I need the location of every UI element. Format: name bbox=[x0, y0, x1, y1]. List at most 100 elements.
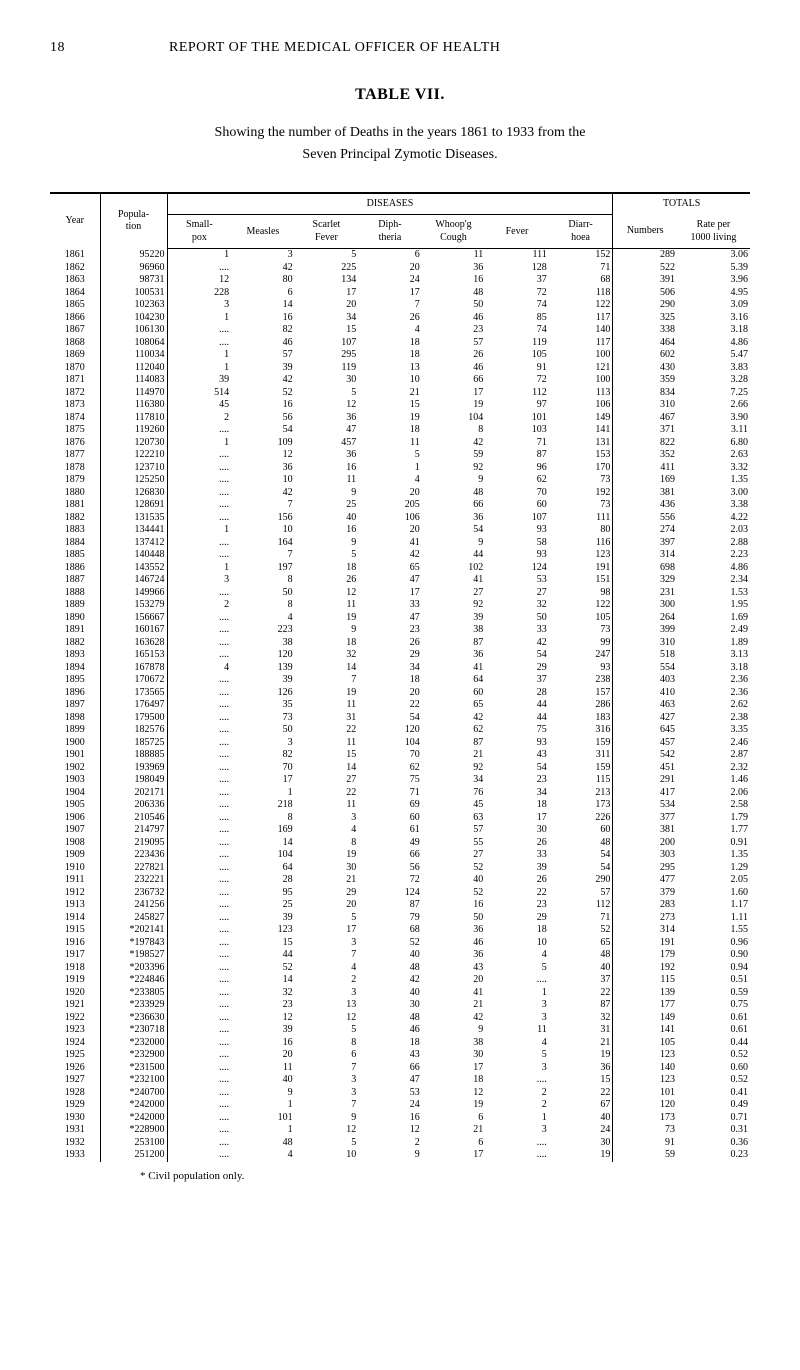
table-cell: 170672 bbox=[100, 674, 167, 687]
table-cell: .... bbox=[167, 687, 231, 700]
table-cell: 40 bbox=[549, 962, 613, 975]
table-cell: 64 bbox=[231, 862, 295, 875]
table-cell: .... bbox=[167, 449, 231, 462]
table-cell: 54 bbox=[485, 649, 549, 662]
table-cell: 19 bbox=[295, 612, 359, 625]
table-cell: 8 bbox=[231, 599, 295, 612]
table-row: 187612073011094571142711318226.80 bbox=[50, 437, 750, 450]
table-row: 1893165153....120322936542475183.13 bbox=[50, 649, 750, 662]
table-cell: 40 bbox=[231, 1074, 295, 1087]
table-row: 1878123710....3616192961704113.32 bbox=[50, 462, 750, 475]
table-cell: 119 bbox=[295, 362, 359, 375]
table-cell: 26 bbox=[485, 874, 549, 887]
table-cell: 15 bbox=[295, 324, 359, 337]
table-cell: 8 bbox=[422, 424, 486, 437]
table-cell: 95 bbox=[231, 887, 295, 900]
table-cell: 96 bbox=[485, 462, 549, 475]
table-cell: 14 bbox=[231, 299, 295, 312]
table-cell: 1882 bbox=[50, 512, 100, 525]
table-cell: 3.09 bbox=[677, 299, 750, 312]
intro-text: Showing the number of Deaths in the year… bbox=[60, 122, 740, 167]
table-cell: 20 bbox=[422, 974, 486, 987]
table-cell: 17 bbox=[295, 924, 359, 937]
table-cell: 1 bbox=[167, 349, 231, 362]
table-cell: 54 bbox=[422, 524, 486, 537]
table-cell: 30 bbox=[358, 999, 422, 1012]
table-cell: 6.80 bbox=[677, 437, 750, 450]
table-cell: 1896 bbox=[50, 687, 100, 700]
table-cell: 80 bbox=[549, 524, 613, 537]
table-cell: 1 bbox=[231, 787, 295, 800]
table-cell: 9 bbox=[358, 1149, 422, 1162]
table-cell: 117 bbox=[549, 312, 613, 325]
table-cell: 1921 bbox=[50, 999, 100, 1012]
table-cell: 514 bbox=[167, 387, 231, 400]
table-cell: 192 bbox=[549, 487, 613, 500]
table-cell: 1.11 bbox=[677, 912, 750, 925]
table-cell: 95220 bbox=[100, 249, 167, 262]
table-cell: 218 bbox=[231, 799, 295, 812]
table-cell: 108064 bbox=[100, 337, 167, 350]
table-cell: 32 bbox=[295, 649, 359, 662]
table-cell: 5 bbox=[358, 449, 422, 462]
table-cell: 645 bbox=[613, 724, 677, 737]
table-cell: 7 bbox=[295, 949, 359, 962]
table-cell: 165153 bbox=[100, 649, 167, 662]
table-cell: 101 bbox=[613, 1087, 677, 1100]
table-cell: 52 bbox=[549, 924, 613, 937]
table-cell: 36 bbox=[422, 262, 486, 275]
table-cell: 21 bbox=[422, 999, 486, 1012]
table-cell: 124 bbox=[358, 887, 422, 900]
table-cell: 113 bbox=[549, 387, 613, 400]
table-row: 1898179500....73315442441834272.38 bbox=[50, 712, 750, 725]
table-cell: 477 bbox=[613, 874, 677, 887]
table-cell: 115 bbox=[549, 774, 613, 787]
table-cell: 1933 bbox=[50, 1149, 100, 1162]
table-cell: 20 bbox=[358, 262, 422, 275]
table-cell: 1899 bbox=[50, 724, 100, 737]
table-cell: 41 bbox=[358, 537, 422, 550]
table-cell: 11 bbox=[295, 474, 359, 487]
table-cell: 7 bbox=[295, 1099, 359, 1112]
table-cell: 29 bbox=[358, 649, 422, 662]
table-cell: 338 bbox=[613, 324, 677, 337]
table-row: 1915*202141....12317683618523141.55 bbox=[50, 924, 750, 937]
table-cell: 3.18 bbox=[677, 324, 750, 337]
table-cell: 48 bbox=[549, 949, 613, 962]
table-cell: .... bbox=[167, 937, 231, 950]
table-cell: 4 bbox=[167, 662, 231, 675]
table-cell: 236732 bbox=[100, 887, 167, 900]
table-cell: 21 bbox=[422, 1124, 486, 1137]
table-cell: 1 bbox=[231, 1099, 295, 1112]
table-cell: 1917 bbox=[50, 949, 100, 962]
table-cell: 173565 bbox=[100, 687, 167, 700]
table-row: 1926*231500....11766173361400.60 bbox=[50, 1062, 750, 1075]
table-cell: 124 bbox=[485, 562, 549, 575]
table-cell: 42 bbox=[422, 712, 486, 725]
table-cell: .... bbox=[167, 1037, 231, 1050]
table-cell: 106 bbox=[549, 399, 613, 412]
table-cell: 1930 bbox=[50, 1112, 100, 1125]
table-cell: 1900 bbox=[50, 737, 100, 750]
table-cell: 134441 bbox=[100, 524, 167, 537]
table-cell: 141 bbox=[613, 1024, 677, 1037]
table-cell: 8 bbox=[295, 1037, 359, 1050]
table-cell: 8 bbox=[231, 812, 295, 825]
table-cell: .... bbox=[167, 712, 231, 725]
table-row: 188313444111016205493802742.03 bbox=[50, 524, 750, 537]
table-row: 1909223436....10419662733543031.35 bbox=[50, 849, 750, 862]
table-cell: 17 bbox=[358, 287, 422, 300]
table-row: 18711140833942301066721003593.28 bbox=[50, 374, 750, 387]
table-cell: 1908 bbox=[50, 837, 100, 850]
table-cell: .... bbox=[167, 549, 231, 562]
col-numbers-header: Numbers bbox=[613, 215, 677, 249]
table-cell: 18 bbox=[295, 637, 359, 650]
table-cell: 191 bbox=[613, 937, 677, 950]
table-cell: 1878 bbox=[50, 462, 100, 475]
table-cell: 110034 bbox=[100, 349, 167, 362]
table-cell: 11 bbox=[295, 599, 359, 612]
page-header: 18 REPORT OF THE MEDICAL OFFICER OF HEAL… bbox=[50, 40, 750, 56]
table-row: 1907214797....1694615730603811.77 bbox=[50, 824, 750, 837]
running-title: REPORT OF THE MEDICAL OFFICER OF HEALTH bbox=[169, 40, 500, 56]
table-cell: 397 bbox=[613, 537, 677, 550]
